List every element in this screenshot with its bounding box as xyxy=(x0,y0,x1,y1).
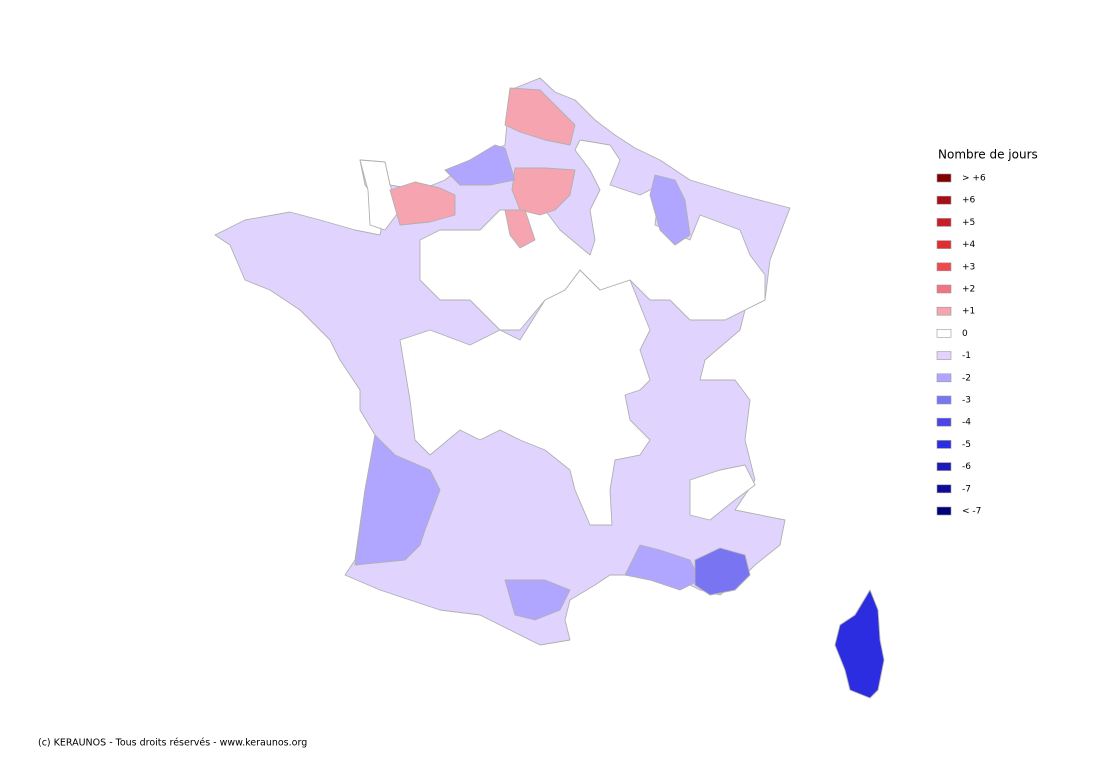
region-minus2 xyxy=(649,174,691,246)
legend-swatch xyxy=(936,173,952,183)
legend-swatch xyxy=(936,284,952,294)
region-zero xyxy=(359,159,401,231)
legend-label: +1 xyxy=(962,307,975,317)
legend-swatch xyxy=(936,240,952,249)
legend-swatch xyxy=(936,484,952,494)
legend-title: Nombre de jours xyxy=(938,148,1038,162)
legend-label: +6 xyxy=(962,196,976,206)
legend-label: -4 xyxy=(962,418,971,428)
legend-label: -6 xyxy=(962,462,971,472)
legend-label: -7 xyxy=(962,484,971,494)
legend-swatch xyxy=(936,329,952,338)
legend-label: +5 xyxy=(962,218,975,228)
legend-swatch xyxy=(936,417,952,427)
legend-swatch xyxy=(936,306,952,316)
legend-swatch xyxy=(936,351,952,360)
footer: (c) KERAUNOS - Tous droits réservés - ww… xyxy=(38,738,307,749)
legend-label: +3 xyxy=(962,262,975,272)
region-minus2 xyxy=(624,544,701,591)
region-zero xyxy=(689,464,756,521)
legend-swatch xyxy=(936,218,952,227)
region-plus1 xyxy=(511,167,576,216)
legend-label: +2 xyxy=(962,285,975,295)
region-minus2 xyxy=(354,434,441,566)
region-minus2 xyxy=(444,144,516,186)
region-minus3 xyxy=(694,547,751,596)
legend-swatch xyxy=(936,506,952,516)
legend-swatch xyxy=(936,262,952,272)
legend-label: 0 xyxy=(962,329,968,339)
france-map xyxy=(214,77,885,699)
legend-swatch xyxy=(936,462,952,471)
legend-label: -1 xyxy=(962,351,971,361)
legend-label: -2 xyxy=(962,373,971,383)
legend-swatch xyxy=(936,395,952,405)
legend-swatch xyxy=(936,195,952,205)
legend-label: -5 xyxy=(962,440,971,450)
legend-label: > +6 xyxy=(962,174,986,184)
region-plus1 xyxy=(504,209,536,249)
legend: Nombre de jours > +6 +6 +5 +4 +3 +2 +1 0 -1 -2 -3 -… xyxy=(936,148,1038,517)
legend-swatch xyxy=(936,373,952,383)
legend-label: < -7 xyxy=(962,507,981,517)
region-plus1 xyxy=(389,181,456,226)
legend-label: +4 xyxy=(962,240,976,250)
region-minus2 xyxy=(504,579,571,621)
region-zero xyxy=(419,139,766,331)
region-plus1 xyxy=(504,87,576,146)
legend-label: -3 xyxy=(962,396,971,406)
legend-swatch xyxy=(936,440,952,449)
corsica xyxy=(834,589,885,699)
